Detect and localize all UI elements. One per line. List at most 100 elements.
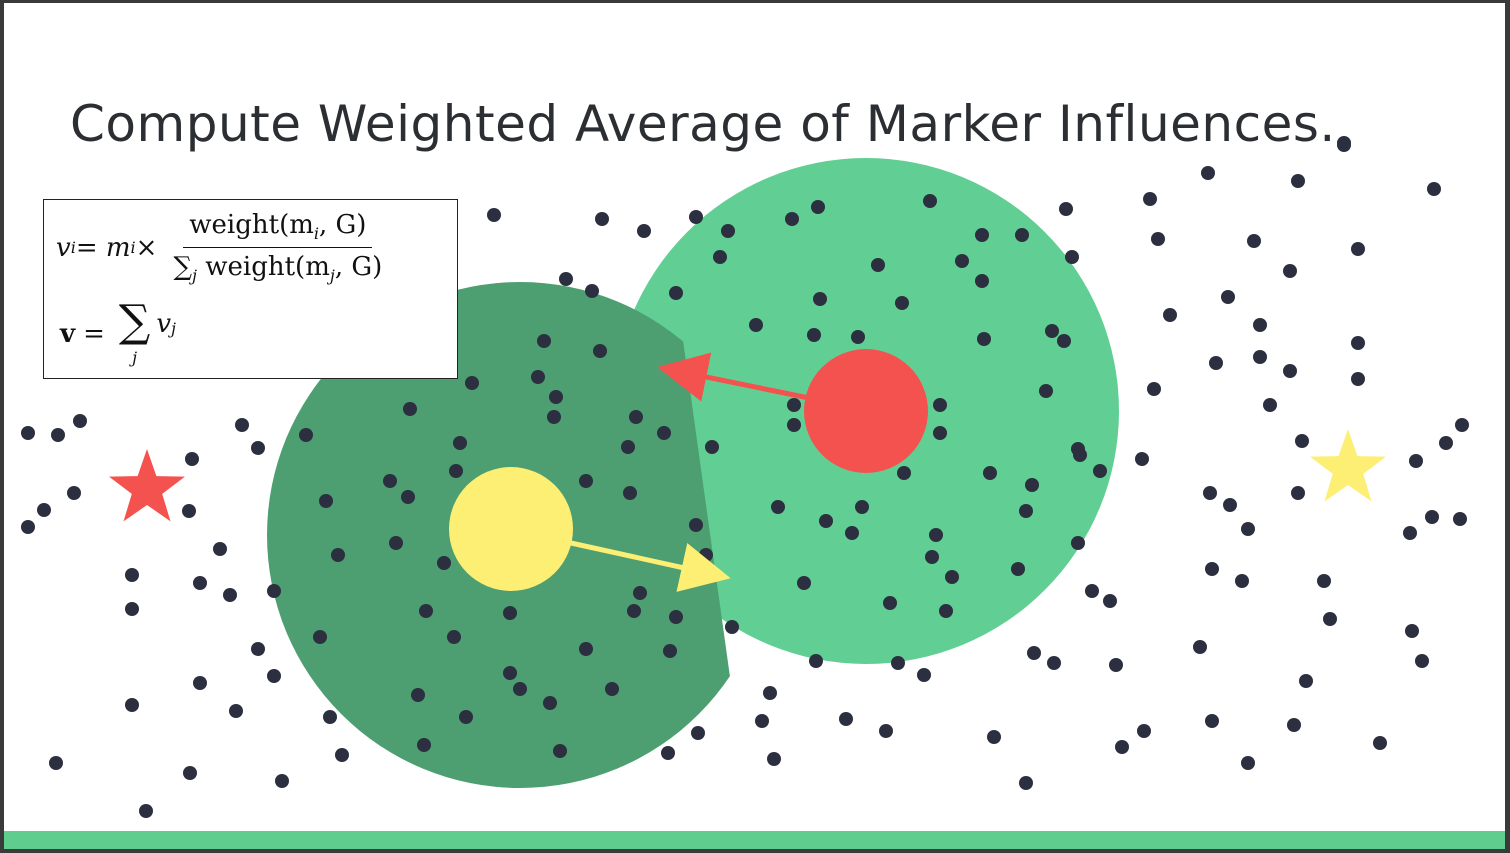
agent-dot: [623, 486, 637, 500]
agent-dot: [661, 746, 675, 760]
agent-dot: [1025, 478, 1039, 492]
agent-dot: [125, 602, 139, 616]
agent-dot: [925, 550, 939, 564]
agent-dot: [547, 410, 561, 424]
agent-dot: [845, 526, 859, 540]
agent-dot: [1241, 756, 1255, 770]
agent-dot: [559, 272, 573, 286]
agent-dot: [389, 536, 403, 550]
formula-vj: v: [156, 308, 172, 339]
agent-dot: [193, 576, 207, 590]
agent-dot: [699, 548, 713, 562]
agent-dot: [897, 466, 911, 480]
agent-dot: [1019, 776, 1033, 790]
agent-dot: [73, 414, 87, 428]
formula-v-sub: i: [70, 238, 76, 258]
yellow-marker: [449, 467, 573, 591]
agent-dot: [787, 418, 801, 432]
formula-vj-sub: j: [171, 319, 176, 338]
agent-dot: [871, 258, 885, 272]
formula-v-vector: v: [60, 318, 76, 349]
agent-dot: [629, 410, 643, 424]
agent-dot: [251, 642, 265, 656]
agent-dot: [183, 766, 197, 780]
agent-dot: [449, 464, 463, 478]
agent-dot: [1221, 290, 1235, 304]
agent-dot: [923, 194, 937, 208]
agent-dot: [595, 212, 609, 226]
agent-dot: [1351, 336, 1365, 350]
agent-dot: [1203, 486, 1217, 500]
agent-dot: [331, 548, 345, 562]
agent-dot: [185, 452, 199, 466]
agent-dot: [453, 436, 467, 450]
agent-dot: [797, 576, 811, 590]
formula-denominator: ∑j weight(mj, G): [167, 248, 388, 285]
denominator-sum: ∑: [173, 252, 193, 283]
agent-dot: [21, 426, 35, 440]
agent-dot: [1137, 724, 1151, 738]
numerator-sub: i: [313, 224, 319, 244]
red-star-icon: [109, 449, 185, 522]
bottom-accent-bar: [4, 831, 1505, 849]
agent-dot: [771, 500, 785, 514]
formula-numerator: weight(mi, G): [183, 210, 373, 249]
agent-dot: [945, 570, 959, 584]
agent-dot: [785, 212, 799, 226]
agent-dot: [37, 503, 51, 517]
agent-dot: [417, 738, 431, 752]
agent-dot: [987, 730, 1001, 744]
agent-dot: [503, 666, 517, 680]
slide: Compute Weighted Average of Marker Influ…: [4, 3, 1505, 849]
agent-dot: [929, 528, 943, 542]
agent-dot: [447, 630, 461, 644]
agent-dot: [1027, 646, 1041, 660]
agent-dot: [977, 332, 991, 346]
agent-dot: [767, 752, 781, 766]
agent-dot: [1151, 232, 1165, 246]
agent-dot: [487, 208, 501, 222]
denominator-text: weight(m: [197, 252, 330, 283]
agent-dot: [1373, 736, 1387, 750]
red-marker-arrow: [657, 352, 810, 402]
agent-dot: [1425, 510, 1439, 524]
agent-dots: [21, 136, 1469, 818]
agent-dot: [657, 426, 671, 440]
agent-dot: [21, 520, 35, 534]
agent-dot: [1143, 192, 1157, 206]
formula-m-sub: i: [130, 238, 136, 258]
agent-dot: [383, 474, 397, 488]
slide-title: Compute Weighted Average of Marker Influ…: [70, 95, 1336, 153]
agent-dot: [809, 654, 823, 668]
agent-dot: [763, 686, 777, 700]
agent-dot: [1291, 486, 1305, 500]
agent-dot: [883, 596, 897, 610]
agent-dot: [1223, 498, 1237, 512]
formula-times: ×: [135, 232, 158, 263]
agent-dot: [1323, 612, 1337, 626]
agent-dot: [1317, 574, 1331, 588]
agent-dot: [1283, 264, 1297, 278]
agent-dot: [411, 688, 425, 702]
agent-dot: [627, 604, 641, 618]
yellow-marker-arrow: [570, 540, 731, 592]
agent-dot: [891, 656, 905, 670]
agent-dot: [1093, 464, 1107, 478]
agent-dot: [1059, 202, 1073, 216]
agent-dot: [553, 744, 567, 758]
agent-dot: [807, 328, 821, 342]
agent-dot: [1073, 448, 1087, 462]
agent-dot: [1193, 640, 1207, 654]
agent-dot: [725, 620, 739, 634]
agent-dot: [125, 698, 139, 712]
agent-dot: [1287, 718, 1301, 732]
agent-dot: [1065, 250, 1079, 264]
agent-dot: [319, 494, 333, 508]
formula-v: v: [56, 232, 71, 263]
agent-dot: [459, 710, 473, 724]
agent-dot: [139, 804, 153, 818]
agent-dot: [879, 724, 893, 738]
agent-dot: [1019, 504, 1033, 518]
